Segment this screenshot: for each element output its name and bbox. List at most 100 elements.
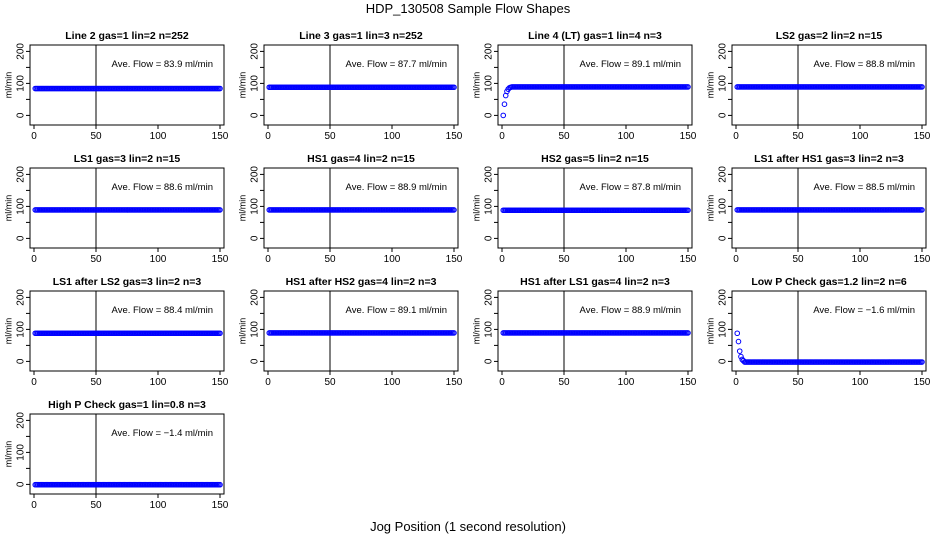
x-tick-label: 100 — [852, 131, 869, 142]
y-tick-label: 100 — [16, 75, 27, 92]
y-tick-label: 0 — [484, 112, 495, 118]
data-point — [500, 112, 507, 119]
panel-title: Low P Check gas=1.2 lin=2 n=6 — [751, 276, 906, 288]
y-tick-label: 200 — [250, 43, 261, 60]
plot-frame — [497, 44, 693, 126]
y-tick-label: 100 — [250, 321, 261, 338]
average-flow-annotation: Ave. Flow = −1.6 ml/min — [813, 305, 915, 316]
y-tick-label: 100 — [484, 198, 495, 215]
y-tick-label: 0 — [16, 481, 27, 487]
panel-13: High P Check gas=1 lin=0.8 n=3 0 50 100 150 0… — [3, 399, 228, 511]
panel-title: Line 4 (LT) gas=1 lin=4 n=3 — [528, 30, 662, 42]
x-tick-label: 100 — [618, 254, 635, 265]
y-axis-label: ml/min — [3, 72, 13, 99]
plot-frame — [29, 44, 225, 126]
data-point — [685, 84, 691, 90]
plot-frame — [29, 167, 225, 249]
x-tick-label: 150 — [680, 131, 697, 142]
x-tick-label: 100 — [852, 377, 869, 388]
panel-1: Line 2 gas=1 lin=2 n=252 0 50 100 150 0 100 200… — [3, 30, 228, 142]
y-tick-label: 200 — [16, 43, 27, 60]
y-tick-label: 200 — [250, 166, 261, 183]
panel-title: HS1 after LS1 gas=4 lin=2 n=3 — [520, 276, 670, 288]
x-tick-label: 0 — [733, 131, 739, 142]
figure-title: HDP_130508 Sample Flow Shapes — [365, 1, 571, 16]
x-tick-label: 150 — [212, 500, 229, 511]
x-tick-label: 0 — [733, 254, 739, 265]
panel-title: HS1 after HS2 gas=4 lin=2 n=3 — [286, 276, 437, 288]
x-tick-label: 100 — [852, 254, 869, 265]
x-tick-label: 0 — [499, 131, 505, 142]
panel-10: HS1 after HS2 gas=4 lin=2 n=3 0 50 100 150 0 1… — [237, 276, 462, 388]
x-tick-label: 150 — [914, 254, 931, 265]
panel-title: HS2 gas=5 lin=2 n=15 — [541, 153, 649, 165]
y-tick-label: 200 — [718, 43, 729, 60]
y-tick-label: 100 — [16, 321, 27, 338]
x-tick-label: 50 — [90, 131, 102, 142]
average-flow-annotation: Ave. Flow = 88.9 ml/min — [346, 182, 447, 193]
data-point — [217, 330, 223, 337]
average-flow-annotation: Ave. Flow = −1.4 ml/min — [111, 428, 213, 439]
panel-4: LS2 gas=2 lin=2 n=15 0 50 100 150 0 100 200 ml/m… — [705, 30, 930, 142]
x-tick-label: 0 — [31, 131, 37, 142]
plot-frame — [263, 44, 459, 126]
data-point — [217, 85, 223, 92]
data-point — [735, 338, 742, 345]
data-point — [217, 481, 223, 488]
plot-frame — [731, 44, 927, 126]
y-tick-label: 0 — [484, 358, 495, 364]
y-tick-label: 200 — [16, 412, 27, 429]
x-tick-label: 150 — [212, 254, 229, 265]
plot-frame — [263, 290, 459, 372]
data-point — [217, 207, 223, 213]
x-tick-label: 150 — [212, 377, 229, 388]
y-tick-label: 100 — [718, 75, 729, 92]
plot-frame — [731, 290, 927, 372]
y-axis-label: ml/min — [471, 72, 481, 99]
plot-frame — [731, 167, 927, 249]
y-tick-label: 0 — [16, 112, 27, 118]
y-axis-label: ml/min — [237, 195, 247, 222]
x-tick-label: 100 — [384, 377, 401, 388]
plot-frame — [29, 413, 225, 495]
panel-title: LS1 after LS2 gas=3 lin=2 n=3 — [53, 276, 202, 288]
x-tick-label: 50 — [558, 377, 570, 388]
data-point — [919, 207, 925, 213]
x-tick-label: 150 — [680, 254, 697, 265]
x-tick-label: 150 — [446, 131, 463, 142]
plot-frame — [29, 290, 225, 372]
x-tick-label: 50 — [324, 254, 336, 265]
panel-11: HS1 after LS1 gas=4 lin=2 n=3 0 50 100 150 0 1… — [471, 276, 696, 388]
average-flow-annotation: Ave. Flow = 83.9 ml/min — [112, 59, 213, 70]
x-tick-label: 100 — [384, 254, 401, 265]
y-axis-label: ml/min — [3, 441, 13, 468]
y-axis-label: ml/min — [3, 318, 13, 345]
x-tick-label: 50 — [324, 377, 336, 388]
y-tick-label: 100 — [250, 198, 261, 215]
panel-3: Line 4 (LT) gas=1 lin=4 n=3 0 50 100 150 0 100… — [471, 30, 696, 142]
panel-title: LS1 after HS1 gas=3 lin=2 n=3 — [754, 153, 904, 165]
y-axis-label: ml/min — [705, 195, 715, 222]
y-tick-label: 100 — [718, 198, 729, 215]
y-tick-label: 100 — [16, 444, 27, 461]
average-flow-annotation: Ave. Flow = 88.8 ml/min — [814, 59, 915, 70]
y-axis-label: ml/min — [237, 72, 247, 99]
y-tick-label: 0 — [16, 235, 27, 241]
x-tick-label: 50 — [558, 131, 570, 142]
x-tick-label: 50 — [324, 131, 336, 142]
y-tick-label: 100 — [16, 198, 27, 215]
panel-title: LS1 gas=3 lin=2 n=15 — [74, 153, 181, 165]
x-tick-label: 0 — [265, 254, 271, 265]
y-axis-label: ml/min — [471, 318, 481, 345]
y-tick-label: 200 — [16, 166, 27, 183]
data-point — [451, 207, 457, 213]
plot-frame — [497, 290, 693, 372]
y-tick-label: 100 — [250, 75, 261, 92]
average-flow-annotation: Ave. Flow = 88.6 ml/min — [112, 182, 213, 193]
x-tick-label: 100 — [150, 131, 167, 142]
y-tick-label: 0 — [250, 112, 261, 118]
y-tick-label: 100 — [484, 321, 495, 338]
y-tick-label: 200 — [250, 289, 261, 306]
panel-7: HS2 gas=5 lin=2 n=15 0 50 100 150 0 100 200 ml/m… — [471, 153, 696, 265]
